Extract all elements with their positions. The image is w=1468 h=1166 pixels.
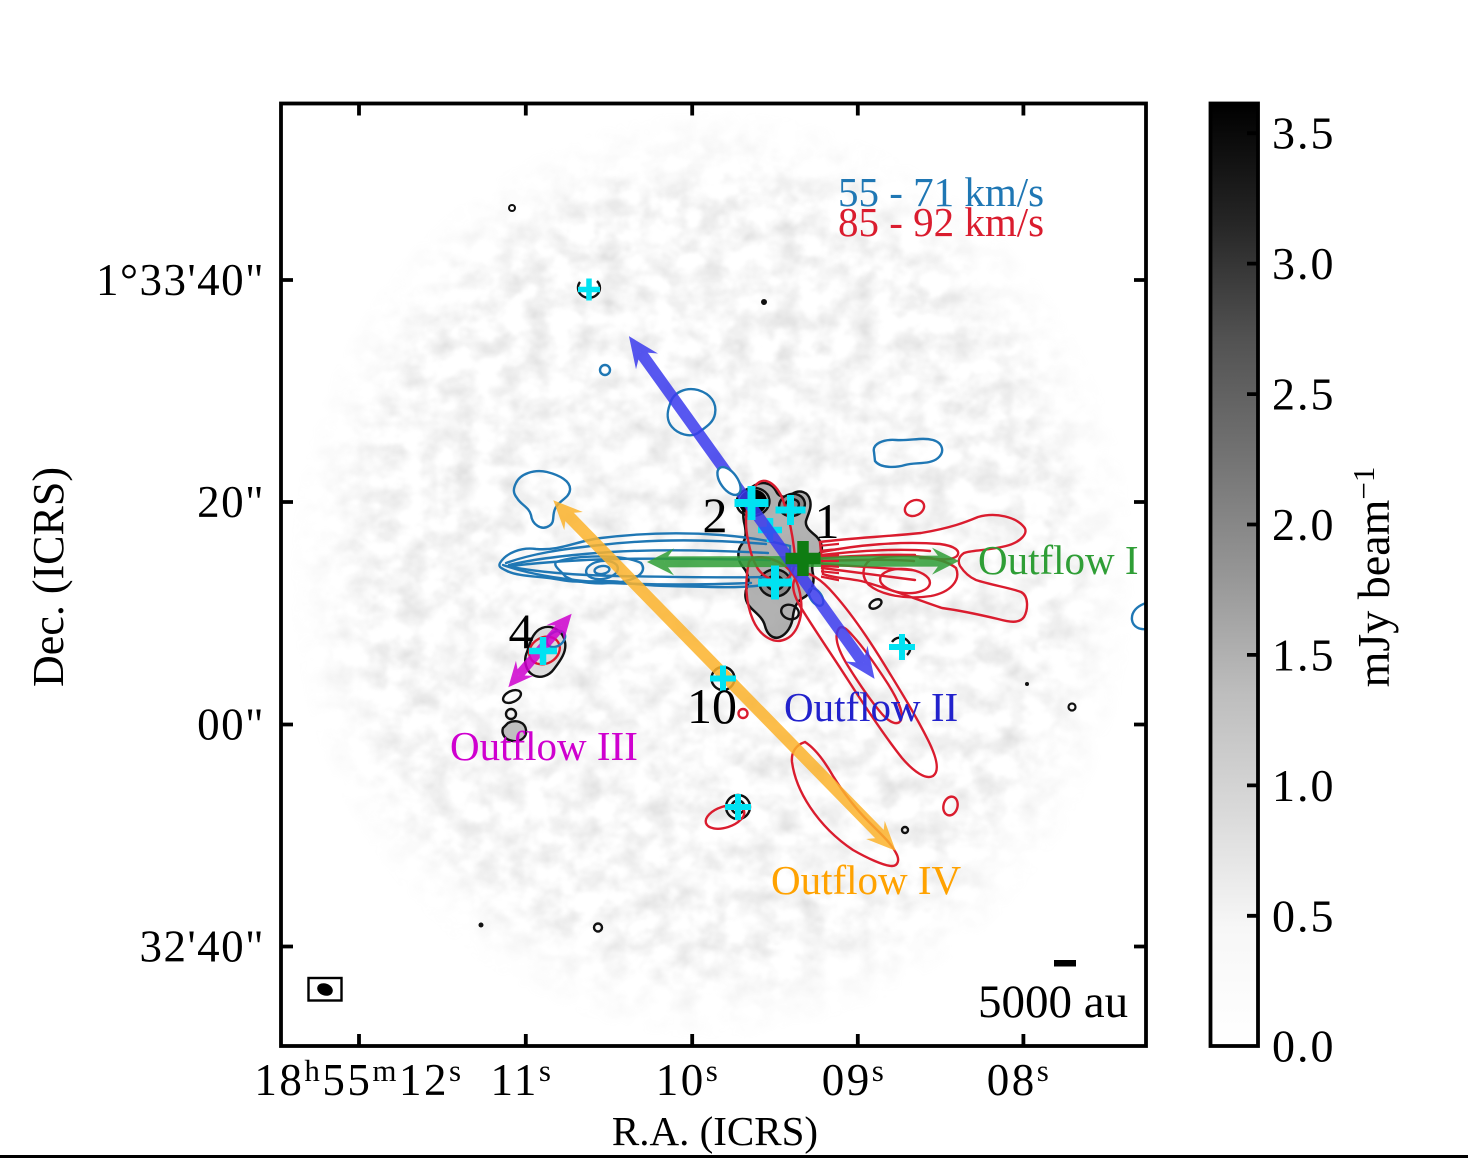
svg-text:Outflow III: Outflow III — [450, 723, 638, 769]
svg-text:18h55m12s: 18h55m12s — [254, 1053, 463, 1105]
svg-text:10: 10 — [687, 678, 737, 734]
svg-text:1°33'40": 1°33'40" — [96, 255, 265, 305]
svg-text:3.0: 3.0 — [1272, 238, 1336, 289]
svg-text:Outflow I: Outflow I — [978, 537, 1139, 583]
svg-text:1.5: 1.5 — [1272, 629, 1336, 680]
svg-text:20": 20" — [197, 477, 265, 527]
svg-text:1: 1 — [815, 493, 840, 549]
svg-text:2.5: 2.5 — [1272, 369, 1336, 420]
svg-text:4: 4 — [509, 603, 534, 659]
svg-text:Outflow II: Outflow II — [784, 684, 958, 730]
svg-text:3.5: 3.5 — [1272, 108, 1336, 159]
svg-text:R.A. (ICRS): R.A. (ICRS) — [612, 1108, 818, 1154]
svg-text:5000 au: 5000 au — [978, 976, 1128, 1028]
svg-text:0.0: 0.0 — [1272, 1021, 1336, 1072]
svg-text:mJy beam−1: mJy beam−1 — [1346, 467, 1399, 688]
svg-text:32'40": 32'40" — [140, 922, 265, 972]
svg-text:2: 2 — [703, 487, 728, 543]
svg-text:55 - 71 km/s: 55 - 71 km/s — [838, 169, 1044, 215]
svg-text:1.0: 1.0 — [1272, 760, 1336, 811]
svg-text:Dec. (ICRS): Dec. (ICRS) — [24, 467, 73, 687]
svg-text:0.5: 0.5 — [1272, 890, 1336, 941]
svg-text:08s: 08s — [987, 1053, 1052, 1105]
svg-text:2.0: 2.0 — [1272, 499, 1336, 550]
svg-text:85 - 92 km/s: 85 - 92 km/s — [838, 199, 1044, 245]
svg-text:Outflow IV: Outflow IV — [771, 857, 962, 903]
svg-text:00": 00" — [197, 700, 265, 750]
